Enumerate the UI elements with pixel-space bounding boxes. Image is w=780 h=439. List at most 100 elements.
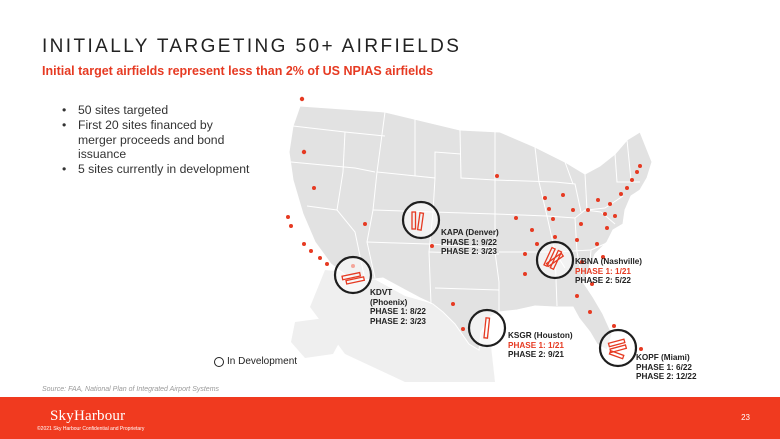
callout-kapa: KAPA (Denver) PHASE 1: 9/22 PHASE 2: 3/2… — [441, 228, 499, 257]
alaska-shape — [291, 318, 345, 358]
runway-icon — [416, 212, 425, 231]
airfield-dot — [535, 242, 539, 246]
legend-label: In Development — [227, 356, 298, 367]
airfield-dot — [523, 252, 527, 256]
airfield-dot — [639, 347, 643, 351]
development-sites — [333, 200, 638, 368]
airfield-dot — [580, 260, 584, 264]
airfield-dot — [543, 196, 547, 200]
airfield-dot — [301, 149, 307, 155]
mexico-landmass — [310, 270, 495, 382]
bullet-item: 50 sites targeted — [62, 103, 252, 118]
callout-phase-2: PHASE 2: 9/21 — [508, 350, 564, 360]
copyright-text: ©2021 Sky Harbour Confidential and Propr… — [37, 426, 145, 432]
kbna-marker — [535, 240, 575, 280]
airfield-dot — [430, 244, 434, 248]
bullet-item: First 20 sites financed by merger procee… — [62, 118, 252, 162]
airfield-dot — [579, 222, 583, 226]
runway-icon — [607, 338, 626, 348]
airfield-dot — [286, 215, 290, 219]
runway-icon — [411, 211, 417, 230]
callout-name: KBNA (Nashville) — [575, 257, 643, 266]
sky-harbour-logo: SkyHarbour — [50, 408, 126, 424]
callout-kbna: KBNA (Nashville) PHASE 1: 1/21 PHASE 2: … — [575, 257, 642, 286]
airfield-dot — [571, 208, 575, 212]
airfield-dot — [625, 186, 629, 190]
airfield-dot — [530, 228, 534, 232]
callout-phase-1: PHASE 1: 9/22 — [441, 237, 497, 247]
airfield-dot — [523, 272, 527, 276]
airfield-dot — [586, 208, 590, 212]
callout-phase-1: PHASE 1: 6/22 — [636, 362, 692, 372]
callout-kopf: KOPF (Miami) PHASE 1: 6/22 PHASE 2: 12/2… — [636, 353, 697, 382]
airfield-dot — [551, 217, 555, 221]
callout-phase-2: PHASE 2: 12/22 — [636, 372, 697, 382]
callout-location: (Phoenix) — [370, 297, 408, 307]
kdvt-marker — [333, 255, 373, 295]
callout-phase-1: PHASE 1: 8/22 — [370, 307, 426, 317]
airfield-dot — [514, 216, 518, 220]
airfield-dot — [561, 193, 565, 197]
runway-icon — [543, 246, 557, 268]
callout-phase-2: PHASE 2: 3/23 — [370, 316, 426, 326]
airfield-dot — [451, 302, 455, 306]
airfield-dot — [312, 186, 316, 190]
page-number: 23 — [741, 413, 750, 422]
callout-phase-1: PHASE 1: 1/21 — [575, 266, 631, 276]
slide-subtitle: Initial target airfields represent less … — [42, 64, 434, 78]
development-ring-icon — [214, 356, 224, 367]
runway-icon — [483, 317, 491, 339]
airfield-dot — [638, 164, 642, 168]
callout-phase-2: PHASE 2: 5/22 — [575, 276, 631, 286]
airfield-dot — [299, 96, 305, 102]
airfield-dot — [309, 249, 313, 253]
airfield-dot — [612, 324, 616, 328]
footer-bar: SkyHarbour ©2021 Sky Harbour Confidentia… — [0, 397, 780, 439]
airfield-dot — [605, 226, 609, 230]
callout-name: KAPA (Denver) — [441, 228, 499, 237]
runway-icon — [341, 271, 362, 281]
ksgr-marker — [467, 308, 507, 348]
airfield-dot — [495, 174, 499, 178]
us-airfield-map — [286, 96, 653, 382]
airfield-dot — [601, 255, 605, 259]
callout-ksgr: KSGR (Houston) PHASE 1: 1/21 PHASE 2: 9/… — [508, 331, 573, 360]
airfield-dot — [613, 214, 617, 218]
airfield-dot — [325, 262, 329, 266]
runway-icon — [608, 349, 625, 360]
airfield-dot — [553, 235, 557, 239]
map-legend: In Development — [214, 356, 297, 367]
airfield-dot — [635, 170, 639, 174]
runway-icon — [345, 276, 366, 285]
airfield-dot — [595, 242, 599, 246]
callout-phase-1: PHASE 1: 1/21 — [508, 340, 564, 350]
callout-name: KDVT — [370, 288, 393, 297]
airfield-dot — [363, 222, 367, 226]
callout-phase-2: PHASE 2: 3/23 — [441, 247, 497, 257]
bullet-list: 50 sites targeted First 20 sites finance… — [62, 103, 252, 177]
airfield-dot — [603, 212, 607, 216]
airfield-dot — [608, 202, 612, 206]
airfield-dot — [302, 242, 306, 246]
callout-name: KSGR (Houston) — [508, 331, 573, 340]
runway-icon — [545, 252, 565, 268]
kopf-marker — [598, 328, 638, 368]
callout-kdvt: KDVT (Phoenix) PHASE 1: 8/22 PHASE 2: 3/… — [370, 288, 426, 326]
callout-name: KOPF (Miami) — [636, 353, 690, 362]
airfield-dot — [619, 192, 623, 196]
source-note: Source: FAA, National Plan of Integrated… — [42, 386, 220, 393]
airfield-dot — [547, 207, 551, 211]
airfield-dot — [461, 327, 465, 331]
slide-title: INITIALLY TARGETING 50+ AIRFIELDS — [42, 36, 462, 57]
airfield-dot — [588, 310, 592, 314]
airfield-dot — [289, 224, 293, 228]
bullet-item: 5 sites currently in development — [62, 162, 252, 177]
airfield-dot — [575, 238, 579, 242]
airfield-dot — [318, 256, 322, 260]
kapa-marker — [401, 200, 441, 240]
airfield-dot — [630, 178, 634, 182]
airfield-dot — [590, 282, 594, 286]
us-landmass — [288, 105, 653, 351]
airfield-dot — [575, 294, 579, 298]
